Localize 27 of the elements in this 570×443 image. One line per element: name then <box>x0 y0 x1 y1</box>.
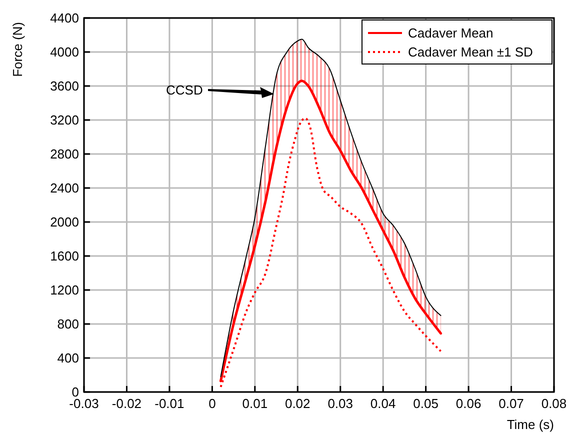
annotation: CCSD <box>166 82 203 98</box>
x-tick-label: -0.02 <box>112 396 142 411</box>
y-axis-title: Force (N) <box>10 22 25 77</box>
x-tick-label: -0.01 <box>154 396 184 411</box>
x-tick-label: 0.01 <box>242 396 268 411</box>
y-tick-label: 3200 <box>50 112 79 128</box>
x-tick-label: 0.03 <box>328 396 354 411</box>
y-tick-label: 2000 <box>50 214 79 230</box>
y-tick-label: 1600 <box>50 248 79 264</box>
y-tick-label: 4000 <box>50 44 79 60</box>
y-tick-label: 1200 <box>50 282 79 298</box>
x-tick-label: 0.04 <box>370 396 396 411</box>
legend-label: Cadaver Mean ±1 SD <box>408 44 533 60</box>
y-tick-label: 2800 <box>50 146 79 162</box>
x-tick-label: 0.05 <box>413 396 438 411</box>
legend-label: Cadaver Mean <box>408 26 494 40</box>
y-tick-label: 400 <box>57 350 79 366</box>
y-tick-label: 4400 <box>50 10 79 26</box>
x-tick-label: 0.02 <box>284 396 310 411</box>
x-axis-title: Time (s) <box>506 417 554 432</box>
x-tick-label: 0 <box>208 396 216 411</box>
y-tick-label: 2400 <box>50 180 79 196</box>
y-tick-label: 800 <box>57 316 79 332</box>
x-tick-label: 0.08 <box>541 396 567 411</box>
x-tick-label: 0.06 <box>456 396 482 411</box>
x-tick-label: 0.07 <box>498 396 524 411</box>
y-tick-label: 3600 <box>50 78 79 94</box>
